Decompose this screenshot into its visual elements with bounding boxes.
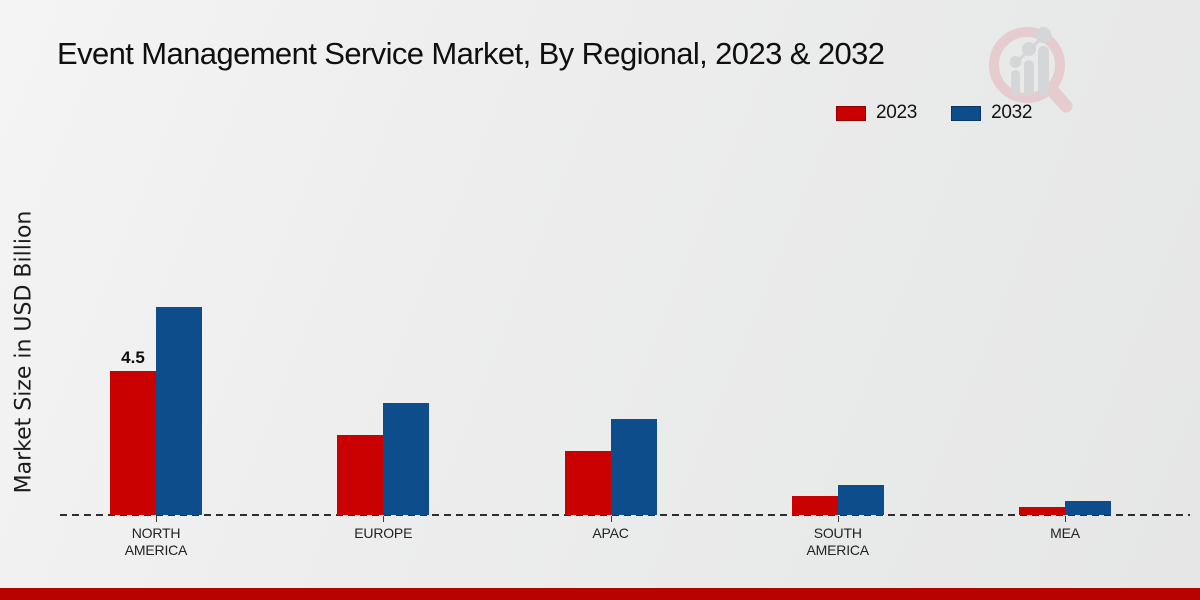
legend-label-2032: 2032 <box>991 102 1033 123</box>
legend-swatch-2023 <box>836 105 866 121</box>
bar-2023-north-america <box>110 371 156 515</box>
legend-item-2023: 2023 <box>836 102 917 124</box>
legend-item-2032: 2032 <box>951 102 1032 124</box>
x-tick-label-europe: EUROPE <box>354 525 413 541</box>
legend: 2023 2032 <box>836 102 1032 124</box>
bar-2023-mea <box>1019 507 1065 515</box>
bar-2032-mea <box>1065 501 1111 515</box>
bar-value-label-north-america: 4.5 <box>121 348 145 367</box>
bar-2032-south-america <box>837 485 884 515</box>
x-axis-tick-apac <box>610 516 612 522</box>
magnifier-bar-chart-icon <box>989 27 1073 113</box>
legend-swatch-2032 <box>951 105 982 121</box>
x-tick-label-south-america: SOUTH AMERICA <box>806 525 870 558</box>
x-axis-tick-mea <box>1065 516 1066 522</box>
bar-2023-apac <box>564 451 611 515</box>
x-tick-label-north-america: NORTH AMERICA <box>124 525 188 558</box>
x-axis-tick-europe <box>383 516 385 522</box>
legend-label-2023: 2023 <box>876 102 918 123</box>
x-axis-tick-north-america <box>156 516 157 522</box>
footer-accent-strip <box>0 588 1200 600</box>
chart-title: Event Management Service Market, By Regi… <box>57 36 885 71</box>
bar-2032-apac <box>610 419 657 515</box>
x-axis-dashed-line <box>60 514 1190 516</box>
bar-2023-europe <box>337 435 384 515</box>
bar-2023-south-america <box>791 496 838 515</box>
bar-2032-north-america <box>156 307 202 515</box>
watermark-logo <box>983 20 1075 116</box>
x-tick-label-mea: MEA <box>1050 525 1080 541</box>
bar-2032-europe <box>383 403 430 515</box>
x-tick-label-apac: APAC <box>592 525 629 541</box>
x-axis-tick-south-america <box>837 516 839 522</box>
